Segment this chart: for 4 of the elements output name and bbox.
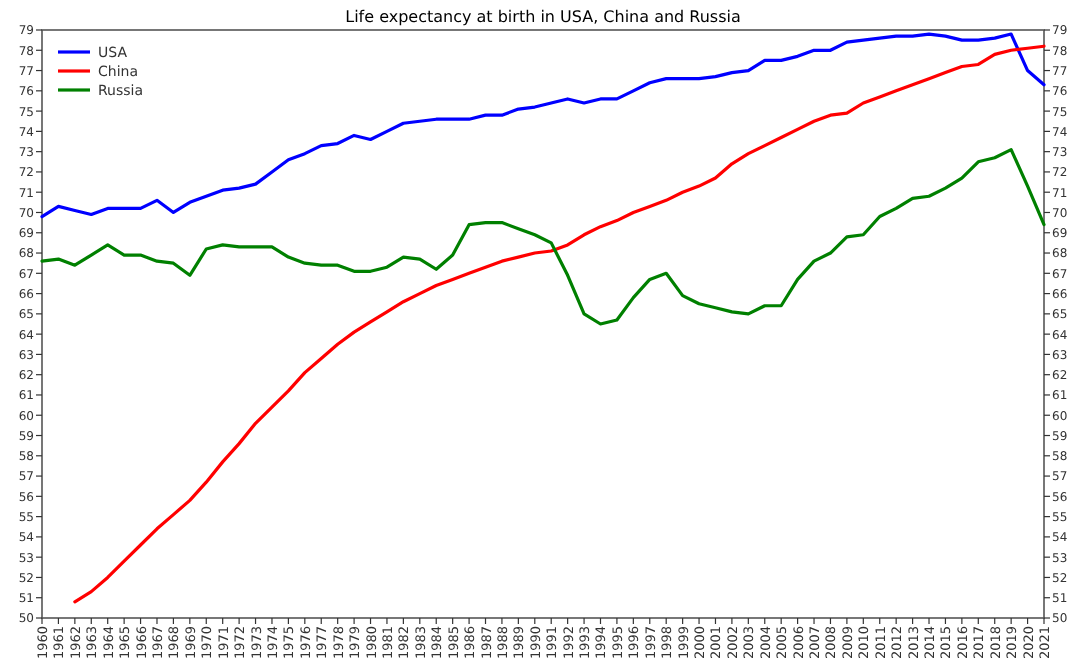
chart-title: Life expectancy at birth in USA, China and Russia — [345, 8, 741, 26]
line-series — [40, 32, 1046, 219]
line-series — [40, 148, 1046, 326]
line-series — [73, 44, 1046, 604]
